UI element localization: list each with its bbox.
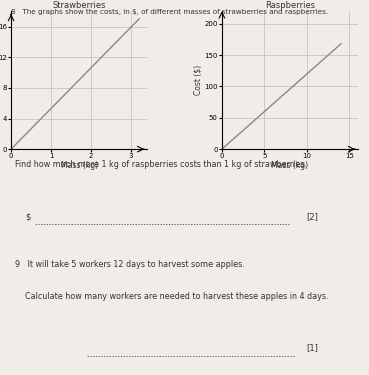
Y-axis label: Cost ($): Cost ($) bbox=[194, 65, 203, 95]
Text: [1]: [1] bbox=[306, 343, 318, 352]
Text: 9   It will take 5 workers 12 days to harvest some apples.: 9 It will take 5 workers 12 days to harv… bbox=[14, 261, 244, 270]
Title: Strawberries: Strawberries bbox=[52, 2, 106, 10]
Text: Find how much more 1 kg of raspberries costs than 1 kg of strawberries.: Find how much more 1 kg of raspberries c… bbox=[14, 160, 307, 169]
Text: $: $ bbox=[25, 212, 30, 221]
X-axis label: Mass (kg): Mass (kg) bbox=[271, 161, 308, 170]
Text: 8   The graphs show the costs, in $, of different masses of strawberries and ras: 8 The graphs show the costs, in $, of di… bbox=[11, 9, 328, 15]
Text: [2]: [2] bbox=[306, 212, 318, 221]
Text: Calculate how many workers are needed to harvest these apples in 4 days.: Calculate how many workers are needed to… bbox=[14, 292, 328, 302]
X-axis label: Mass (kg): Mass (kg) bbox=[61, 161, 98, 170]
Title: Raspberries: Raspberries bbox=[265, 2, 315, 10]
